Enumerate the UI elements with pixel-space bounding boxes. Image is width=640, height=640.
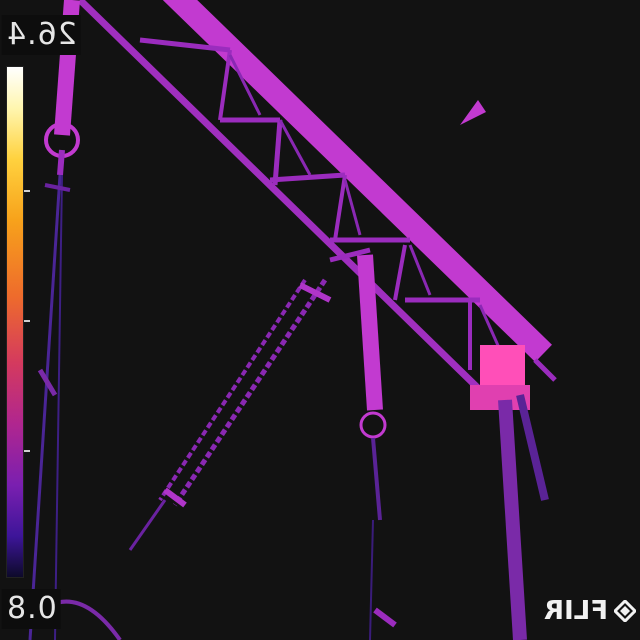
insulator-string	[128, 278, 332, 551]
scale-tick	[24, 190, 30, 192]
scale-tick	[24, 320, 30, 322]
min-temperature-label: 0.8	[2, 589, 61, 629]
logo-text: FLIR	[544, 596, 609, 626]
max-temperature-label: 26.4	[2, 15, 81, 55]
center-strut	[329, 247, 397, 640]
scale-tick	[24, 450, 30, 452]
hot-joint	[470, 345, 557, 640]
temperature-scale-bar	[6, 66, 24, 578]
truss-beam	[77, 0, 552, 393]
flir-diamond-icon	[614, 600, 637, 622]
flir-logo: FLIR	[544, 591, 637, 631]
